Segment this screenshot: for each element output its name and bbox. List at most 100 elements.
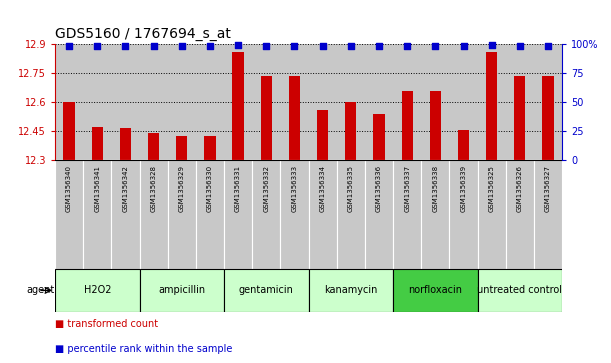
Bar [534,44,562,160]
Bar [450,160,478,269]
Bar [111,160,139,269]
Bar [83,160,111,269]
Bar [139,160,167,269]
Bar [176,136,188,160]
Text: GSM1356338: GSM1356338 [433,165,438,212]
Text: GSM1356336: GSM1356336 [376,165,382,212]
Text: untreated control: untreated control [477,285,562,295]
Bar [55,160,83,269]
Text: GSM1356329: GSM1356329 [179,165,185,212]
Bar [224,269,309,312]
Point [515,43,525,49]
Point [430,43,440,49]
Bar [337,160,365,269]
Bar [309,160,337,269]
Bar [252,44,280,160]
Text: GSM1356327: GSM1356327 [545,165,551,212]
Text: GSM1356326: GSM1356326 [517,165,523,212]
Bar [309,44,337,160]
Bar [148,132,159,160]
Text: GSM1356325: GSM1356325 [489,165,495,212]
Point [205,43,215,49]
Bar [224,44,252,160]
Text: GSM1356333: GSM1356333 [291,165,298,212]
Bar [514,77,525,160]
Bar [421,44,450,160]
Bar [111,44,139,160]
Point [290,43,299,49]
Bar [139,269,224,312]
Text: ■ transformed count: ■ transformed count [55,319,158,329]
Text: norfloxacin: norfloxacin [408,285,463,295]
Bar [373,114,385,160]
Point [120,43,130,49]
Bar [252,160,280,269]
Bar [506,160,534,269]
Text: GSM1356328: GSM1356328 [150,165,156,212]
Bar [401,91,413,160]
Text: agent: agent [27,285,55,295]
Bar [365,160,393,269]
Text: GSM1356339: GSM1356339 [461,165,467,212]
Bar [478,44,506,160]
Text: kanamycin: kanamycin [324,285,378,295]
Bar [55,44,83,160]
Bar [232,52,244,160]
Text: GSM1356334: GSM1356334 [320,165,326,212]
Bar [534,160,562,269]
Bar [64,102,75,160]
Bar [204,136,216,160]
Text: GSM1356332: GSM1356332 [263,165,269,212]
Text: GSM1356342: GSM1356342 [122,165,128,212]
Bar [506,44,534,160]
Bar [478,269,562,312]
Point [262,43,271,49]
Bar [167,44,196,160]
Bar [345,102,356,160]
Bar [55,269,139,312]
Bar [543,77,554,160]
Bar [139,44,167,160]
Text: ampicillin: ampicillin [158,285,205,295]
Text: ■ percentile rank within the sample: ■ percentile rank within the sample [55,344,232,354]
Text: GSM1356335: GSM1356335 [348,165,354,212]
Bar [92,127,103,160]
Point [233,42,243,48]
Text: H2O2: H2O2 [84,285,111,295]
Bar [486,52,497,160]
Bar [450,44,478,160]
Text: GSM1356337: GSM1356337 [404,165,410,212]
Point [459,43,469,49]
Text: GDS5160 / 1767694_s_at: GDS5160 / 1767694_s_at [55,27,231,41]
Bar [393,44,421,160]
Bar [196,160,224,269]
Bar [167,160,196,269]
Point [318,43,327,49]
Point [177,43,187,49]
Bar [196,44,224,160]
Bar [317,110,328,160]
Point [402,43,412,49]
Bar [309,269,393,312]
Point [148,43,158,49]
Text: GSM1356330: GSM1356330 [207,165,213,212]
Bar [458,130,469,160]
Bar [393,160,421,269]
Text: GSM1356340: GSM1356340 [66,165,72,212]
Bar [337,44,365,160]
Point [64,43,74,49]
Bar [261,76,272,160]
Bar [280,160,309,269]
Point [487,42,497,48]
Bar [430,91,441,160]
Bar [365,44,393,160]
Bar [224,160,252,269]
Bar [289,77,300,160]
Text: GSM1356341: GSM1356341 [94,165,100,212]
Point [543,43,553,49]
Bar [421,160,450,269]
Bar [478,160,506,269]
Bar [120,128,131,160]
Point [346,43,356,49]
Point [92,43,102,49]
